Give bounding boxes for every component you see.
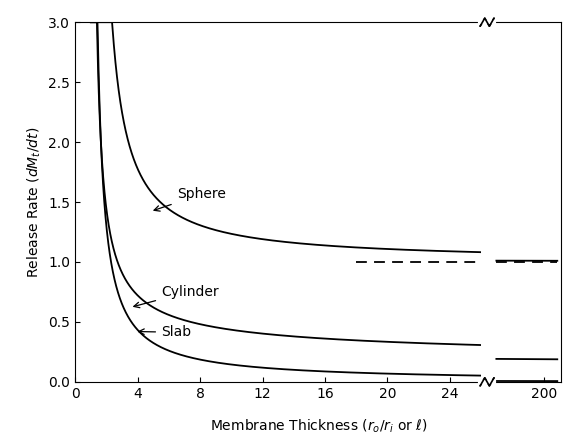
Text: Slab: Slab bbox=[139, 325, 191, 339]
X-axis label: Membrane Thickness ($r_o/r_i$ or $\ell$): Membrane Thickness ($r_o/r_i$ or $\ell$) bbox=[210, 418, 428, 435]
Text: Sphere: Sphere bbox=[154, 187, 225, 211]
Y-axis label: Release Rate ($dM_t/dt$): Release Rate ($dM_t/dt$) bbox=[25, 127, 43, 278]
Text: Cylinder: Cylinder bbox=[134, 285, 218, 308]
